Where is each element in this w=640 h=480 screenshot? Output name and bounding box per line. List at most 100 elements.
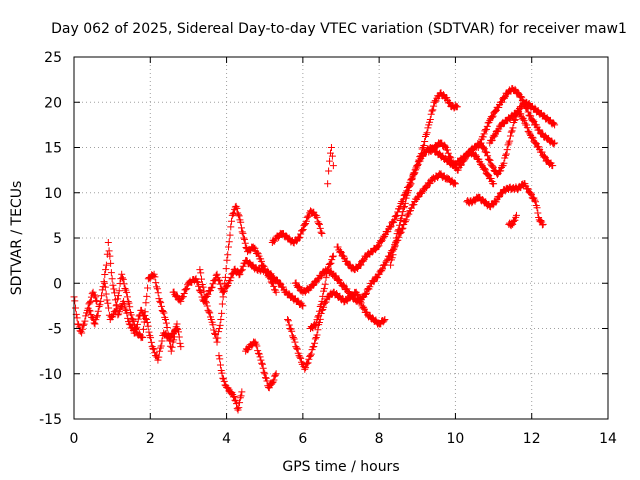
- data-point: [142, 315, 150, 323]
- data-point: [392, 234, 400, 242]
- data-point: [276, 279, 284, 287]
- data-point: [295, 283, 303, 291]
- data-point: [386, 223, 394, 231]
- data-point: [198, 275, 206, 283]
- data-point: [537, 217, 545, 225]
- data-point: [444, 146, 452, 154]
- data-point: [398, 211, 406, 219]
- data-point: [216, 321, 224, 329]
- data-point: [479, 133, 487, 141]
- data-point: [101, 270, 109, 278]
- data-point: [237, 267, 245, 275]
- data-point: [321, 280, 329, 288]
- data-point: [166, 337, 174, 345]
- data-point: [426, 179, 434, 187]
- data-point: [290, 335, 298, 343]
- data-point: [521, 119, 529, 127]
- data-point: [381, 315, 389, 323]
- data-point: [396, 221, 404, 229]
- data-point: [423, 129, 431, 137]
- data-point: [110, 285, 118, 293]
- data-point: [302, 364, 310, 372]
- data-point: [451, 179, 459, 187]
- data-point: [162, 319, 170, 327]
- x-tick-label: 0: [70, 431, 79, 447]
- data-point: [240, 235, 248, 243]
- data-point: [132, 326, 140, 334]
- data-point: [154, 356, 162, 364]
- data-point: [422, 130, 430, 138]
- data-point: [482, 148, 490, 156]
- data-point: [366, 283, 374, 291]
- data-point: [509, 217, 517, 225]
- data-point: [200, 287, 208, 295]
- data-point: [258, 359, 266, 367]
- data-point: [155, 353, 163, 361]
- data-point: [299, 226, 307, 234]
- data-point: [502, 150, 510, 158]
- data-point: [296, 353, 304, 361]
- data-point: [202, 299, 210, 307]
- data-point: [115, 287, 123, 295]
- data-point: [79, 321, 87, 329]
- data-point: [297, 354, 305, 362]
- data-points: [70, 85, 559, 414]
- data-point: [231, 396, 239, 404]
- data-point: [472, 151, 480, 159]
- x-tick-label: 12: [523, 431, 541, 447]
- data-point: [405, 187, 413, 195]
- data-point: [512, 211, 520, 219]
- data-point: [166, 342, 174, 350]
- data-point: [357, 261, 365, 269]
- data-point: [175, 333, 183, 341]
- data-point: [329, 253, 337, 261]
- data-point: [130, 322, 138, 330]
- data-point: [78, 325, 86, 333]
- data-point: [238, 228, 246, 236]
- data-point: [447, 154, 455, 162]
- data-point: [539, 220, 547, 228]
- series-track-8: [268, 207, 326, 247]
- data-point: [297, 230, 305, 238]
- data-point: [448, 159, 456, 167]
- x-tick-label: 14: [599, 431, 617, 447]
- data-point: [215, 277, 223, 285]
- data-point: [154, 289, 162, 297]
- data-point: [218, 369, 226, 377]
- series-track-11: [324, 144, 337, 188]
- data-point: [326, 157, 334, 165]
- data-point: [87, 297, 95, 305]
- data-point: [123, 309, 131, 317]
- data-point: [91, 293, 99, 301]
- data-point: [86, 299, 94, 307]
- data-point: [202, 297, 210, 305]
- data-point: [93, 312, 101, 320]
- data-point: [272, 288, 280, 296]
- data-point: [139, 334, 147, 342]
- series-track-6: [215, 352, 246, 414]
- data-point: [158, 337, 166, 345]
- data-point: [426, 116, 434, 124]
- data-point: [538, 148, 546, 156]
- data-point: [521, 100, 529, 108]
- data-point: [95, 302, 103, 310]
- data-point: [498, 98, 506, 106]
- data-point: [152, 279, 160, 287]
- data-point: [313, 213, 321, 221]
- data-point: [481, 165, 489, 173]
- data-point: [531, 196, 539, 204]
- data-point: [227, 223, 235, 231]
- data-point: [399, 224, 407, 232]
- data-point: [239, 262, 247, 270]
- data-point: [310, 342, 318, 350]
- data-point: [214, 334, 222, 342]
- data-point: [299, 302, 307, 310]
- data-point: [138, 333, 146, 341]
- data-point: [400, 204, 408, 212]
- data-point: [337, 248, 345, 256]
- data-point: [449, 159, 457, 167]
- data-point: [74, 320, 82, 328]
- data-point: [460, 157, 468, 165]
- data-point: [289, 332, 297, 340]
